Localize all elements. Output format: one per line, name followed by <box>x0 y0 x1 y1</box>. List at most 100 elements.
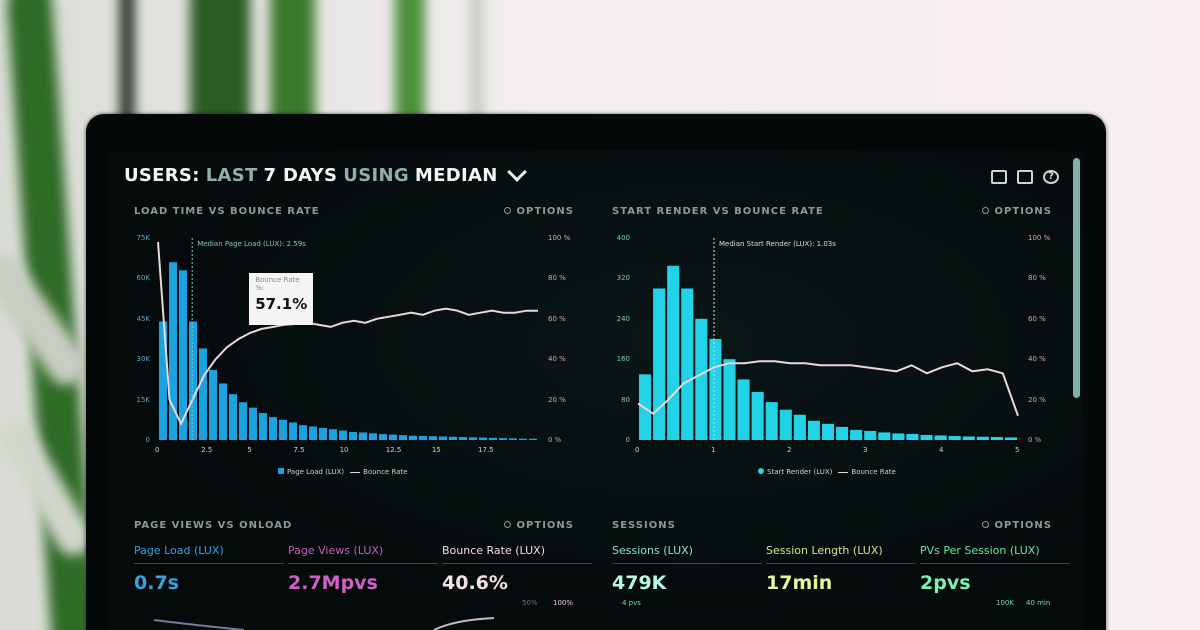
bar <box>439 436 447 440</box>
bar <box>399 435 407 440</box>
x-tick: 10 <box>339 446 349 454</box>
page-views-panel: PAGE VIEWS VS ONLOAD OPTIONS <box>134 520 574 531</box>
stat-page-views: Page Views (LUX) 2.7Mpvs <box>288 544 438 594</box>
bar <box>469 437 477 440</box>
bar <box>489 437 497 440</box>
chart-plot <box>157 238 538 440</box>
median-label: Median Start Render (LUX): 1.03s <box>719 240 836 248</box>
y-tick: 160 <box>616 355 630 364</box>
start-render-panel: START RENDER VS BOUNCE RATE OPTIONS <box>612 206 1052 217</box>
bar <box>389 434 397 440</box>
bar <box>169 262 177 440</box>
bar <box>920 434 933 440</box>
x-tick: 4 <box>939 446 944 454</box>
bar <box>429 436 437 440</box>
axis-label: 50% <box>522 599 538 607</box>
axis-label: 4 pvs <box>622 599 641 607</box>
bar <box>359 432 367 440</box>
y-tick: 320 <box>616 274 630 283</box>
axis-label: 40 min <box>1026 599 1051 607</box>
bar <box>709 339 722 440</box>
scrollbar[interactable] <box>1073 158 1080 398</box>
bar <box>667 265 680 440</box>
bar <box>976 436 989 440</box>
bar <box>878 432 891 440</box>
dashboard-screen: USERS: LAST 7 DAYS USING MEDIAN ? LOAD T… <box>108 150 1083 630</box>
gear-icon <box>503 521 511 528</box>
bar <box>369 433 377 440</box>
y2-tick: 100 % <box>548 234 571 242</box>
bar <box>509 438 517 440</box>
options-button[interactable]: OPTIONS <box>981 520 1052 531</box>
bounce-rate-line <box>637 360 1019 417</box>
bar <box>807 420 820 440</box>
bar <box>279 419 287 440</box>
options-button[interactable]: OPTIONS <box>981 206 1052 217</box>
bar <box>751 392 764 440</box>
chart-legend: Start Render (LUX) Bounce Rate <box>758 468 896 476</box>
bar <box>681 288 694 440</box>
bar <box>892 433 905 440</box>
y-tick: 45K <box>136 314 151 323</box>
monitor-icon[interactable] <box>991 170 1007 184</box>
help-icon[interactable]: ? <box>1043 170 1059 184</box>
x-tick: 0 <box>635 446 640 454</box>
x-tick: 3 <box>863 446 868 454</box>
y2-tick: 80 % <box>1028 274 1046 283</box>
y-tick: 80 <box>621 395 630 404</box>
title-last: LAST <box>205 165 258 186</box>
bar <box>990 436 1003 440</box>
panel-title: SESSIONS <box>612 520 676 531</box>
bar <box>821 423 835 440</box>
stat-session-length: Session Length (LUX) 17min <box>766 544 916 594</box>
chart-plot <box>637 238 1019 440</box>
bar <box>189 321 197 440</box>
axis-label: 100% <box>553 599 574 607</box>
y-tick: 15K <box>136 395 151 404</box>
y-tick: 0 <box>625 436 630 444</box>
bounce-rate-tooltip: Bounce Rate %: 57.1% <box>249 273 314 325</box>
bar <box>269 417 277 440</box>
gear-icon <box>981 521 989 528</box>
bar <box>850 429 863 440</box>
title-users: USERS: <box>124 165 200 186</box>
bar <box>309 426 317 440</box>
bar <box>765 402 778 440</box>
bar <box>259 413 267 440</box>
panel-title: START RENDER VS BOUNCE RATE <box>612 206 824 217</box>
bar <box>695 318 708 440</box>
x-tick: 12.5 <box>385 446 402 454</box>
bar <box>229 394 237 440</box>
bar <box>159 321 167 440</box>
panel-title: PAGE VIEWS VS ONLOAD <box>134 520 293 531</box>
dashboard-title[interactable]: USERS: LAST 7 DAYS USING MEDIAN <box>124 161 527 186</box>
y-tick: 0 <box>145 436 150 444</box>
bar <box>449 436 457 440</box>
x-tick: 15 <box>431 446 441 454</box>
bar <box>199 348 207 440</box>
bar <box>906 433 919 440</box>
y-tick: 400 <box>616 234 630 242</box>
bar <box>349 431 357 440</box>
chart-legend: Page Load (LUX) Bounce Rate <box>278 468 408 476</box>
stat-page-load: Page Load (LUX) 0.7s <box>134 544 284 594</box>
load-time-chart: Median Page Load (LUX): 2.59s 0 15K 30K 45K 6… <box>118 230 578 490</box>
options-button[interactable]: OPTIONS <box>503 206 574 217</box>
bar <box>653 288 666 440</box>
chevron-down-icon[interactable] <box>506 161 527 182</box>
bar <box>793 414 806 440</box>
bar <box>723 359 736 440</box>
stat-sessions: Sessions (LUX) 479K <box>612 544 762 594</box>
bar <box>737 379 750 440</box>
y-tick: 240 <box>616 314 630 323</box>
bar <box>459 437 467 440</box>
options-button[interactable]: OPTIONS <box>503 520 574 531</box>
sessions-panel: SESSIONS OPTIONS <box>612 520 1052 531</box>
y2-tick: 0 % <box>548 436 562 444</box>
bar <box>864 430 877 440</box>
bar <box>289 422 297 440</box>
stat-bounce-rate: Bounce Rate (LUX) 40.6% <box>442 544 592 594</box>
title-using: USING <box>343 165 409 186</box>
image-icon[interactable] <box>1017 170 1033 184</box>
bar <box>179 270 187 440</box>
